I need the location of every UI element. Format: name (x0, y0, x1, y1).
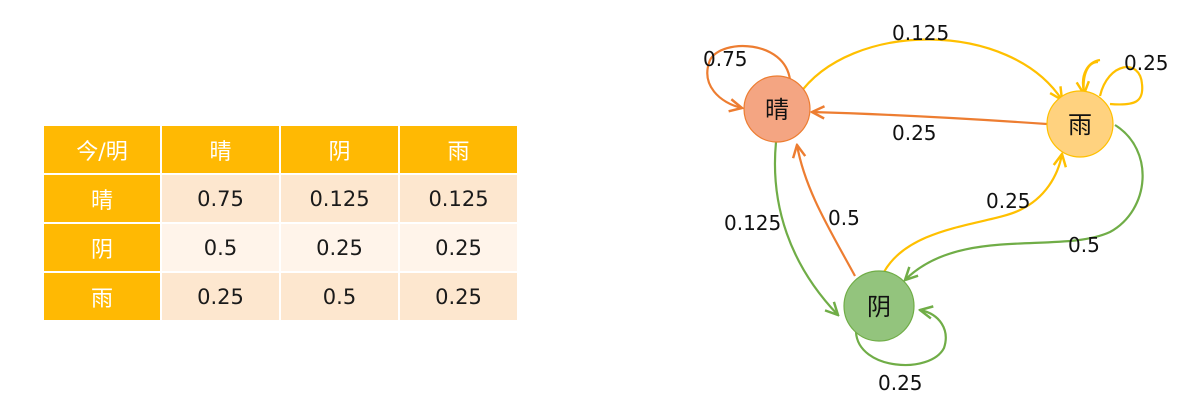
table-corner-cell: 今/明 (42, 124, 162, 175)
node-cloudy: 阴 (843, 270, 915, 342)
node-sunny-label: 晴 (765, 96, 789, 124)
table-cell: 0.25 (398, 222, 519, 273)
row-header: 晴 (42, 173, 162, 224)
table-cell: 0.25 (160, 271, 281, 322)
table-row: 阴 0.5 0.25 0.25 (42, 222, 519, 273)
edge-cloudy-rainy (883, 154, 1062, 273)
edge-rainy-sunny (812, 112, 1048, 126)
edge-label-rainy-cloudy: 0.5 (1068, 233, 1100, 257)
edge-sunny-rainy (797, 38, 1062, 100)
node-rainy-label: 雨 (1068, 111, 1092, 139)
edge-label-rainy-sunny: 0.25 (892, 121, 937, 145)
column-header: 晴 (160, 124, 281, 175)
transition-table: 今/明 晴 阴 雨 晴 0.75 0.125 0.125 阴 0.5 0.25 … (42, 124, 519, 322)
edge-label-sunny-sunny: 0.75 (703, 47, 748, 71)
node-sunny: 晴 (743, 75, 811, 143)
edge-label-sunny-cloudy: 0.125 (724, 211, 781, 235)
edge-sunny-sunny (706, 44, 792, 108)
table-cell: 0.75 (160, 173, 281, 224)
edge-label-cloudy-cloudy: 0.25 (878, 371, 923, 395)
row-header: 雨 (42, 271, 162, 322)
edge-label-cloudy-rainy: 0.25 (986, 189, 1031, 213)
edge-cloudy-sunny (797, 145, 856, 277)
table-row: 晴 0.75 0.125 0.125 (42, 173, 519, 224)
edge-label-cloudy-sunny: 0.5 (828, 206, 860, 230)
table-cell: 0.5 (160, 222, 281, 273)
edge-rainy-cloudy (905, 124, 1144, 280)
table-cell: 0.25 (398, 271, 519, 322)
table-cell: 0.25 (279, 222, 400, 273)
table-header-row: 今/明 晴 阴 雨 (42, 124, 519, 175)
edge-label-rainy-rainy: 0.25 (1124, 51, 1169, 75)
column-header: 阴 (279, 124, 400, 175)
table-cell: 0.5 (279, 271, 400, 322)
table-cell: 0.125 (279, 173, 400, 224)
node-rainy: 雨 (1046, 90, 1114, 158)
table-cell: 0.125 (398, 173, 519, 224)
edge-label-sunny-rainy: 0.125 (892, 21, 949, 45)
column-header: 雨 (398, 124, 519, 175)
node-cloudy-label: 阴 (867, 293, 891, 321)
table-row: 雨 0.25 0.5 0.25 (42, 271, 519, 322)
edge-sunny-cloudy (773, 141, 838, 315)
row-header: 阴 (42, 222, 162, 273)
edge-rainy-rainy-arrow (1084, 60, 1099, 94)
edge-cloudy-cloudy (854, 310, 947, 367)
